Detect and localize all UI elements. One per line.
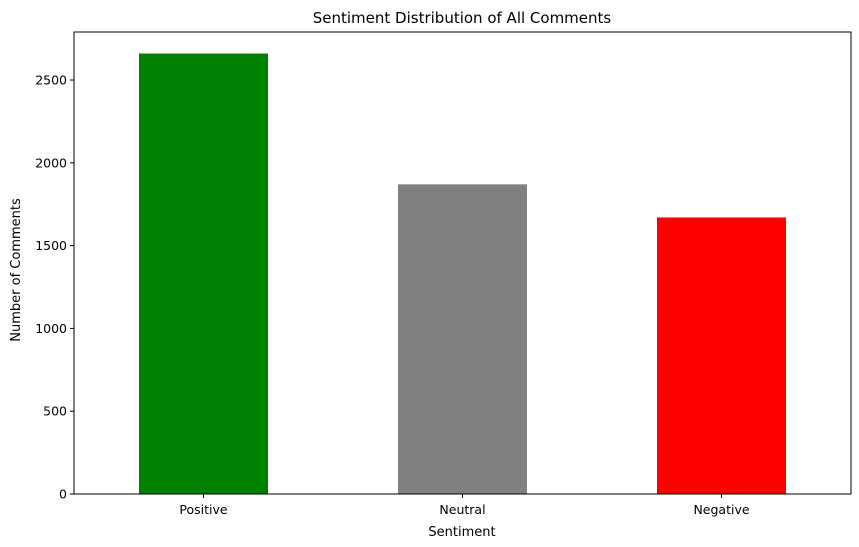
- y-tick-label: 0: [59, 487, 67, 502]
- x-axis: Positive Neutral Negative: [179, 494, 750, 517]
- y-tick-label: 500: [43, 404, 67, 419]
- y-tick-label: 1500: [35, 238, 67, 253]
- y-tick-label: 2000: [35, 155, 67, 170]
- x-tick-label: Positive: [179, 502, 227, 517]
- plot-frame: [73, 31, 852, 495]
- x-axis-label: Sentiment: [428, 525, 495, 540]
- chart-title: Sentiment Distribution of All Comments: [313, 9, 612, 27]
- y-tick-label: 2500: [35, 73, 67, 88]
- y-axis: 0 500 1000 1500 2000 2500: [35, 73, 74, 502]
- bars: [139, 53, 786, 494]
- x-tick-label: Negative: [693, 502, 749, 517]
- bar-positive: [139, 53, 268, 494]
- bar-neutral: [398, 184, 527, 494]
- x-tick-label: Neutral: [439, 502, 485, 517]
- bar-negative: [657, 217, 786, 494]
- y-tick-label: 1000: [35, 321, 67, 336]
- y-axis-label: Number of Comments: [9, 198, 24, 342]
